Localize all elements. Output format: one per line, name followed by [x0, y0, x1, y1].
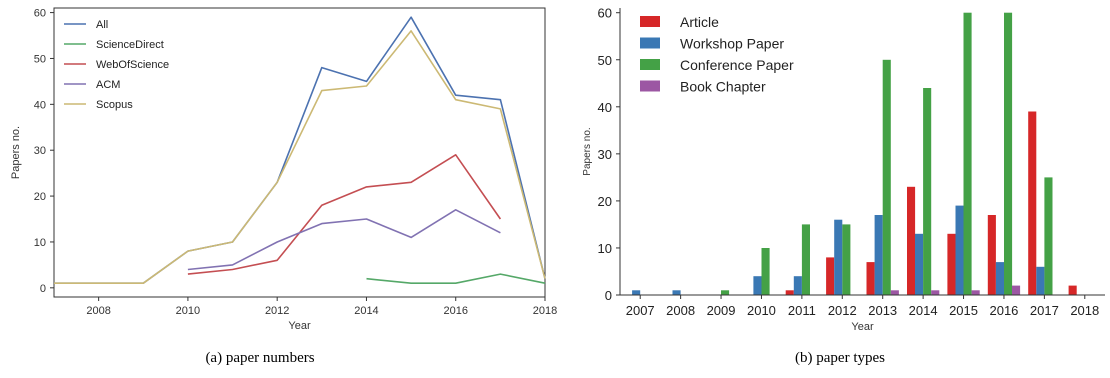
x-axis-label: Year	[288, 320, 311, 332]
y-tick-label: 20	[598, 194, 612, 209]
legend-label: Book Chapter	[680, 79, 766, 95]
x-tick-label: 2014	[354, 305, 378, 317]
bar-workshop-paper	[995, 262, 1004, 295]
legend-swatch	[640, 80, 660, 92]
bar-book-chapter	[890, 290, 899, 295]
x-tick-label: 2014	[909, 303, 938, 318]
x-tick-label: 2010	[176, 305, 200, 317]
bar-workshop-paper	[834, 219, 843, 295]
bar-conference-paper	[842, 224, 851, 295]
x-tick-label: 2008	[86, 305, 110, 317]
x-tick-label: 2012	[828, 303, 857, 318]
bar-workshop-paper	[672, 290, 681, 295]
bar-article	[866, 262, 875, 295]
legend-label: Article	[680, 14, 719, 30]
y-tick-label: 10	[34, 237, 46, 249]
legend-label: WebOfScience	[96, 59, 169, 71]
bar-workshop-paper	[874, 215, 883, 295]
bar-article	[907, 186, 916, 295]
series-line-all	[54, 16, 546, 285]
y-tick-label: 0	[605, 288, 612, 303]
caption-paper-types: (b) paper types	[795, 350, 885, 366]
bar-article	[1068, 285, 1077, 295]
y-tick-label: 50	[598, 53, 612, 68]
bar-article	[987, 215, 996, 295]
bar-workshop-paper	[753, 276, 762, 295]
bar-workshop-paper	[915, 233, 924, 295]
bar-conference-paper	[963, 12, 972, 295]
x-tick-label: 2016	[443, 305, 467, 317]
y-tick-label: 0	[40, 283, 46, 295]
bar-conference-paper	[761, 248, 770, 295]
y-axis-label: Papers no.	[10, 126, 22, 179]
bar-conference-paper	[882, 59, 891, 295]
series-line-acm	[187, 209, 501, 271]
y-tick-label: 40	[34, 99, 46, 111]
bar-book-chapter	[931, 290, 940, 295]
y-tick-label: 40	[598, 100, 612, 115]
legend-swatch	[640, 59, 660, 70]
y-tick-label: 60	[34, 8, 46, 20]
legend-label: Scopus	[96, 99, 133, 111]
y-tick-label: 10	[598, 241, 612, 256]
y-axis-label: Papers no.	[582, 127, 593, 175]
series-line-webofscience	[187, 154, 502, 275]
x-tick-label: 2010	[747, 303, 776, 318]
x-tick-label: 2011	[788, 303, 816, 318]
y-tick-label: 60	[598, 6, 612, 21]
x-tick-label: 2015	[949, 303, 978, 318]
x-tick-label: 2018	[1070, 303, 1099, 318]
series-line-sciencedirect	[366, 273, 546, 285]
bar-conference-paper	[923, 88, 932, 295]
paper-types-bar-chart: 0 10 20 30 40 50 60 2007 2008 2009 2010 2011 2012 201…	[582, 6, 1105, 333]
y-tick-label: 30	[34, 145, 46, 157]
x-tick-label: 2008	[666, 303, 695, 318]
x-tick-label: 2018	[533, 305, 557, 317]
y-tick-label: 50	[34, 53, 46, 65]
bar-conference-paper	[721, 290, 730, 295]
x-tick-label: 2017	[1030, 303, 1059, 318]
bar-workshop-paper	[793, 276, 802, 295]
x-axis-label: Year	[851, 321, 874, 333]
legend-label: ScienceDirect	[96, 39, 164, 51]
x-tick-label: 2007	[626, 303, 655, 318]
legend-label: Workshop Paper	[680, 36, 784, 52]
bar-article	[1028, 111, 1037, 295]
legend-label: ACM	[96, 79, 120, 91]
caption-paper-numbers: (a) paper numbers	[205, 350, 315, 366]
x-tick-label: 2012	[265, 305, 289, 317]
bar-book-chapter	[1012, 285, 1021, 295]
bar-article	[785, 290, 794, 295]
x-tick-label: 2009	[707, 303, 736, 318]
legend-swatch	[640, 16, 660, 27]
series-line-scopus	[54, 30, 546, 285]
paper-numbers-line-chart: 0 10 20 30 40 50 60 2008 2010 2012 2014 2016 2018 Yea…	[10, 7, 557, 332]
bar-workshop-paper	[1036, 266, 1045, 295]
bar-article	[947, 233, 956, 295]
y-tick-label: 20	[34, 191, 46, 203]
bar-conference-paper	[801, 224, 810, 295]
x-tick-label: 2016	[989, 303, 1018, 318]
bar-conference-paper	[1044, 177, 1053, 295]
bar-workshop-paper	[632, 290, 641, 295]
legend-label: All	[96, 19, 108, 31]
legend-label: Conference Paper	[680, 57, 794, 73]
bar-book-chapter	[971, 290, 980, 295]
y-tick-label: 30	[598, 147, 612, 162]
legend-swatch	[640, 37, 660, 49]
bar-conference-paper	[1004, 12, 1013, 295]
bar-article	[826, 257, 835, 295]
x-tick-label: 2013	[868, 303, 897, 318]
plot-frame	[53, 7, 546, 298]
bar-workshop-paper	[955, 205, 964, 295]
